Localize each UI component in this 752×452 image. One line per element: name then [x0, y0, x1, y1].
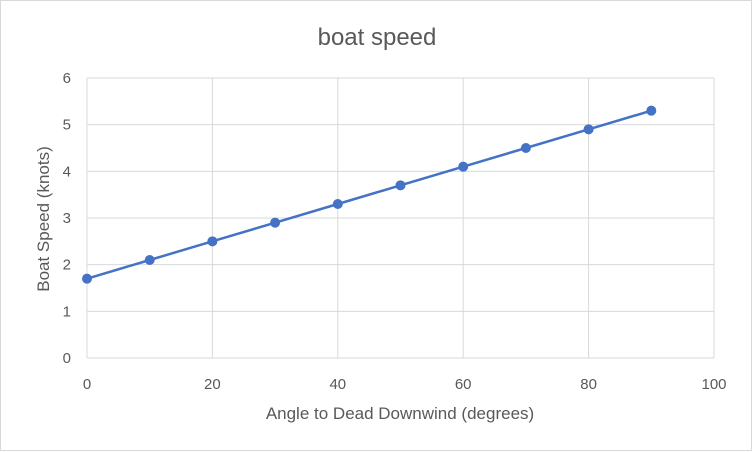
data-point [458, 161, 469, 172]
y-tick-label: 3 [63, 210, 71, 227]
y-tick-label: 6 [63, 70, 71, 87]
data-point [395, 180, 406, 191]
y-axis-label: Boat Speed (knots) [34, 146, 53, 292]
x-tick-label: 0 [83, 376, 91, 393]
data-point [144, 255, 155, 265]
x-axis-label: Angle to Dead Downwind (degrees) [266, 404, 534, 423]
chart-title: boat speed [318, 24, 437, 51]
data-point [82, 273, 92, 284]
data-point [270, 217, 281, 228]
x-tick-label: 60 [455, 376, 472, 393]
data-point [646, 105, 657, 116]
y-tick-label: 1 [63, 303, 71, 320]
x-tick-label: 80 [580, 376, 597, 393]
x-tick-label: 40 [329, 376, 346, 393]
y-tick-label: 5 [63, 117, 71, 134]
x-tick-label: 20 [204, 376, 221, 393]
x-tick-label: 100 [701, 376, 726, 393]
data-series [82, 105, 657, 284]
x-axis-ticks: 0 20 40 60 80 100 [83, 376, 727, 393]
data-point [207, 236, 218, 247]
y-tick-label: 2 [63, 257, 71, 274]
data-point [583, 124, 594, 135]
y-tick-label: 0 [63, 350, 71, 367]
series-line [86, 109, 652, 280]
data-point [520, 143, 531, 153]
data-point [332, 199, 343, 209]
y-axis-ticks: 0 1 2 3 4 5 6 [63, 70, 71, 367]
y-tick-label: 4 [63, 163, 71, 180]
